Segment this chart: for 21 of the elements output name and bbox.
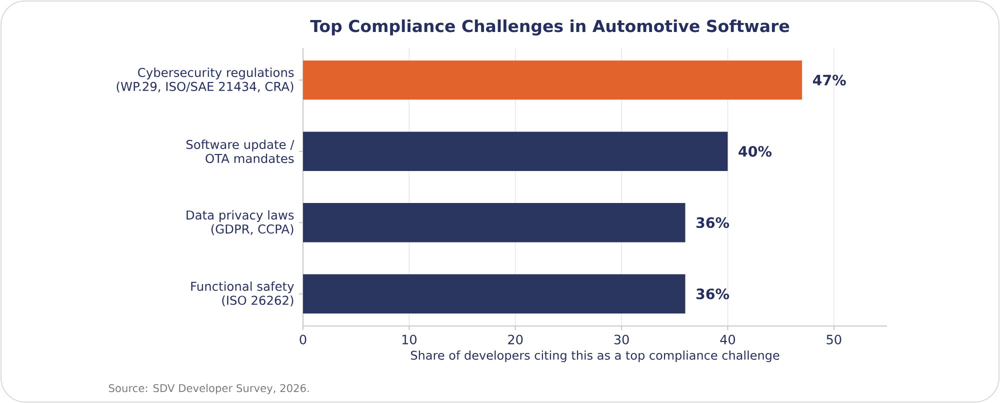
x-tick-label: 10 (402, 334, 416, 344)
x-tick-label: 30 (614, 334, 629, 344)
y-tick-label: Functional safety (ISO 26262) (191, 281, 294, 306)
x-tick-label: 40 (720, 334, 736, 344)
data-label: 47% (812, 74, 846, 86)
data-label: 36% (696, 288, 730, 300)
bar (303, 203, 686, 242)
x-tick-label: 0 (300, 334, 306, 344)
x-tick-label: 20 (508, 334, 523, 344)
x-axis-title: Share of developers citing this as a top compliance challenge (410, 350, 780, 362)
chart-title: Top Compliance Challenges in Automotive Software (310, 19, 790, 36)
y-tick-label: Data privacy laws (GDPR, CCPA) (186, 210, 294, 236)
data-label: 40% (738, 146, 772, 157)
x-tick-label: 50 (826, 334, 842, 344)
y-tick-label: Cybersecurity regulations (WP.29, ISO/SAE 21434, CRA) (116, 68, 294, 93)
bar (303, 132, 728, 171)
bar (303, 60, 802, 100)
source-note: Source: SDV Developer Survey, 2026. (108, 384, 309, 394)
bar (303, 274, 686, 314)
y-tick-label: Software update / OTA mandates (186, 140, 294, 164)
data-label: 36% (696, 217, 730, 228)
